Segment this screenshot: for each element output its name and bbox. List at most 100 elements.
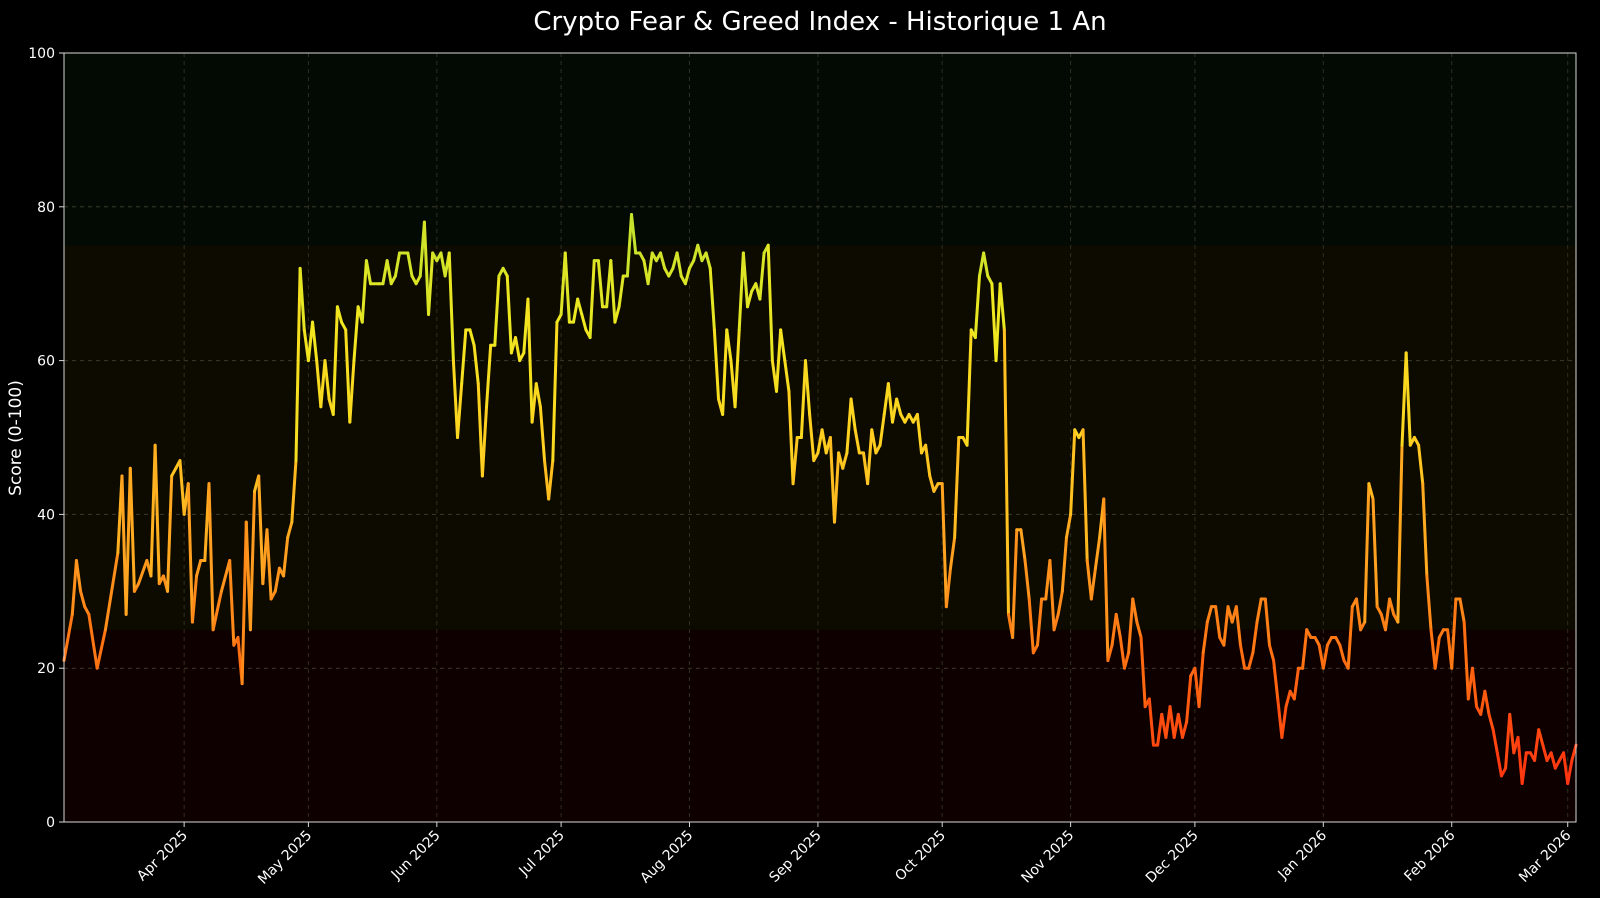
series-0-segment	[1429, 628, 1437, 670]
series-0-segment	[1110, 612, 1118, 647]
series-0-segment	[186, 482, 194, 624]
series-0-segment	[1487, 712, 1495, 732]
series-0-segment	[406, 251, 414, 278]
series-0-segment	[79, 589, 87, 609]
series-0-segment	[708, 266, 716, 332]
series-0-segment	[1396, 443, 1404, 624]
series-0-segment	[228, 559, 236, 647]
series-0-segment	[1247, 651, 1255, 670]
series-0-segment	[124, 466, 132, 616]
series-0-segment	[994, 282, 1002, 363]
series-0-segment	[1367, 482, 1375, 501]
series-0-segment	[1383, 597, 1392, 632]
series-0-segment	[480, 405, 489, 478]
series-0-segment	[290, 459, 298, 524]
series-0-segment	[352, 305, 360, 363]
series-0-segment	[468, 328, 476, 347]
series-0-segment	[1011, 528, 1019, 639]
series-0-segment	[1106, 643, 1114, 663]
series-0-segment	[1089, 566, 1097, 601]
x-tick-label-7: Nov 2025	[1018, 828, 1077, 887]
series-0-segment	[1139, 635, 1147, 709]
y-axis-label: Score (0-100)	[6, 380, 26, 496]
series-0-segment	[74, 559, 83, 593]
series-0-segment	[576, 297, 584, 316]
series-0-segment	[1081, 428, 1089, 563]
series-0-segment	[364, 259, 373, 286]
series-0-segment	[572, 297, 580, 324]
series-0-segment	[953, 436, 961, 539]
series-0-segment	[779, 328, 787, 363]
series-0-segment	[240, 520, 248, 686]
series-0-segment	[1267, 643, 1276, 663]
series-0-segment	[1470, 666, 1479, 709]
x-tick-label-9: Jan 2026	[1275, 827, 1331, 883]
series-0-segment	[87, 612, 99, 670]
series-0-segment	[833, 451, 841, 524]
y-tick-label-0: 0	[46, 815, 55, 831]
series-0-segment	[1462, 620, 1470, 701]
series-0-segment	[319, 359, 327, 409]
series-0-segment	[828, 436, 836, 524]
series-0-segment	[422, 220, 431, 316]
series-0-segment	[1156, 712, 1164, 747]
series-0-segment	[866, 428, 874, 486]
series-0-segment	[211, 589, 223, 632]
x-tick-label-5: Sep 2025	[766, 828, 824, 886]
series-0-segment	[982, 251, 990, 278]
series-0-segment	[219, 559, 232, 593]
series-0-segment	[1023, 559, 1031, 601]
series-0-segment	[1114, 612, 1122, 639]
x-tick-label-8: Dec 2025	[1143, 828, 1202, 887]
series-0-segment	[286, 520, 294, 539]
series-0-segment	[630, 212, 638, 255]
series-0-segment	[733, 328, 741, 409]
series-0-segment	[1135, 620, 1143, 639]
series-0-segment	[476, 382, 484, 478]
series-0-segment	[580, 312, 588, 332]
series-0-segment	[940, 482, 948, 609]
series-0-segment	[1516, 735, 1524, 786]
series-0-segment	[1060, 535, 1068, 593]
series-0-segment	[948, 535, 957, 570]
y-tick-label-2: 40	[37, 507, 55, 523]
series-0-segment	[195, 559, 203, 578]
series-0-segment	[207, 482, 215, 632]
series-0-segment	[427, 251, 435, 316]
series-0-segment	[1354, 597, 1363, 632]
series-0-segment	[514, 336, 522, 363]
series-0-segment	[323, 359, 331, 401]
series-0-segment	[1433, 635, 1441, 670]
series-0-segment	[526, 297, 534, 424]
series-0-segment	[1197, 651, 1205, 709]
x-tick-label-4: Aug 2025	[637, 828, 696, 887]
series-0-segment	[1458, 597, 1466, 624]
series-0-segment	[804, 359, 812, 416]
series-0-segment	[1421, 482, 1429, 578]
series-0-segment	[870, 428, 878, 455]
series-0-segment	[766, 243, 774, 363]
series-0-segment	[1338, 643, 1346, 663]
series-0-segment	[1168, 705, 1176, 739]
series-0-segment	[1131, 597, 1139, 624]
x-tick-label-1: May 2025	[255, 828, 315, 888]
series-0-segment	[1035, 597, 1044, 647]
series-0-segment	[973, 274, 981, 340]
series-0-segment	[775, 328, 783, 393]
series-0-segment	[1127, 597, 1135, 655]
series-0-segment	[1027, 597, 1035, 655]
series-0-segment	[1537, 728, 1545, 747]
series-0-segment	[360, 259, 368, 324]
x-tick-label-3: Jul 2025	[516, 828, 568, 880]
series-0-segment	[1048, 559, 1056, 632]
series-0-segment	[1255, 597, 1263, 624]
series-0-segment	[696, 243, 704, 263]
series-0-segment	[1549, 751, 1557, 770]
series-0-segment	[895, 397, 903, 416]
series-0-segment	[1118, 635, 1126, 670]
series-0-segment	[456, 382, 464, 439]
series-0-segment	[331, 305, 339, 416]
series-0-segment	[563, 251, 571, 324]
series-0-segment	[746, 289, 754, 309]
series-0-segment	[1238, 643, 1247, 670]
